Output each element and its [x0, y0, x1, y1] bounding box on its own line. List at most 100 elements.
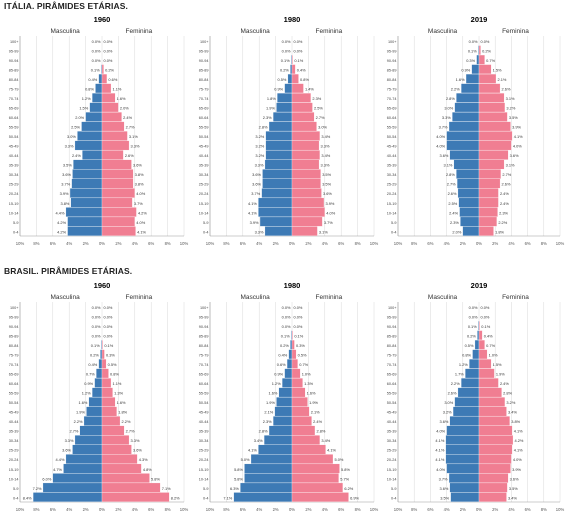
value-label-male: 3.2%	[255, 153, 264, 158]
age-group-label: 25-29	[199, 183, 209, 187]
value-label-female: 2.1%	[311, 410, 320, 415]
bar-female	[478, 64, 492, 75]
value-label-male: 1.2%	[82, 96, 91, 101]
bar-male	[81, 121, 103, 132]
value-label-female: 3.4%	[321, 153, 330, 158]
bar-male	[446, 140, 480, 151]
value-label-male: 0.1%	[91, 67, 100, 72]
age-group-label: 85-89	[199, 68, 209, 72]
value-label-female: 7.1%	[162, 486, 171, 491]
bar-female	[101, 159, 132, 170]
bar-female	[101, 64, 104, 75]
age-group-label: 70-74	[199, 363, 209, 367]
age-group-label: 10-14	[9, 477, 19, 481]
value-label-male: 6.0%	[42, 476, 51, 481]
value-label-female: 0.0%	[294, 305, 303, 310]
value-label-female: 0.0%	[294, 324, 303, 329]
value-label-male: 1.5%	[79, 106, 88, 111]
bar-female	[478, 444, 513, 455]
value-label-female: 1.6%	[307, 391, 316, 396]
value-label-male: 2.2%	[451, 381, 460, 386]
value-label-male: 0.1%	[91, 343, 100, 348]
value-label-male: 5.8%	[234, 467, 243, 472]
x-tick-label: 4%	[444, 507, 450, 512]
bar-male	[250, 454, 293, 464]
bar-male	[469, 359, 480, 369]
bar-male	[32, 492, 103, 502]
bar-male	[72, 444, 103, 455]
bar-male	[264, 159, 293, 170]
value-label-male: 0.3%	[466, 58, 475, 63]
legend-male-label: Masculina	[50, 28, 80, 35]
value-label-male: 4.0%	[436, 467, 445, 472]
x-tick-label: 6%	[427, 507, 433, 512]
x-tick-label: 4%	[132, 507, 138, 512]
age-group-label: 25-29	[9, 183, 19, 187]
value-label-female: 2.5%	[314, 106, 323, 111]
bar-male	[268, 425, 293, 436]
value-label-female: 2.4%	[313, 419, 322, 424]
bar-male	[276, 102, 293, 113]
x-tick-label: 8%	[355, 507, 361, 512]
x-tick-label: 10%	[16, 507, 25, 512]
age-group-label: 40-44	[199, 154, 209, 158]
age-group-label: 30-34	[9, 439, 19, 443]
bar-male	[98, 359, 103, 369]
age-group-label: 15-19	[387, 202, 397, 206]
value-label-male: 0.0%	[92, 333, 101, 338]
age-group-label: 30-34	[9, 173, 19, 177]
x-tick-label: 2%	[115, 507, 121, 512]
bar-female	[101, 197, 133, 208]
value-label-male: 4.2%	[57, 220, 66, 225]
age-group-label: 75-79	[199, 87, 209, 91]
age-group-label: 70-74	[9, 97, 19, 101]
value-label-female: 0.0%	[104, 314, 113, 319]
bar-male	[448, 121, 480, 132]
age-group-label: 85-89	[387, 68, 397, 72]
value-label-male: 3.6%	[439, 486, 448, 491]
bar-male	[457, 188, 480, 198]
value-label-male: 0.2%	[280, 343, 289, 348]
legend-male-label: Masculina	[50, 294, 80, 301]
value-label-female: 3.5%	[322, 182, 331, 187]
value-label-female: 3.3%	[321, 144, 330, 149]
age-group-label: 25-29	[387, 183, 397, 187]
value-label-female: 3.9%	[512, 467, 521, 472]
age-group-label: 100+	[200, 40, 209, 44]
bar-female	[101, 83, 112, 94]
value-label-male: 1.9%	[266, 106, 275, 111]
age-group-label: 5-9	[391, 487, 397, 491]
age-group-label: 85-89	[9, 68, 19, 72]
bar-female	[291, 216, 323, 227]
age-group-label: 0-4	[13, 230, 19, 234]
bar-female	[478, 207, 498, 217]
value-label-male: 4.4%	[56, 210, 65, 215]
age-group-label: 55-59	[199, 392, 209, 396]
bar-male	[458, 197, 480, 208]
bar-female	[291, 435, 321, 445]
age-group-label: 10-14	[9, 211, 19, 215]
age-group-label: 5-9	[391, 221, 397, 225]
value-label-male: 7.1%	[223, 495, 232, 500]
bar-male	[244, 473, 293, 483]
value-label-male: 1.2%	[82, 391, 91, 396]
bar-male	[74, 140, 103, 151]
bar-male	[448, 473, 480, 483]
x-tick-label: 2%	[273, 241, 279, 246]
x-tick-label: 10%	[16, 241, 25, 246]
legend-male-label: Masculina	[428, 294, 458, 301]
bar-female	[478, 45, 481, 55]
value-label-male: 0.0%	[282, 48, 291, 53]
x-tick-label: 8%	[411, 507, 417, 512]
x-tick-label: 2%	[115, 241, 121, 246]
bar-female	[101, 416, 121, 426]
x-tick-label: 4%	[66, 241, 72, 246]
bar-female	[291, 359, 298, 369]
value-label-male: 0.1%	[281, 58, 290, 63]
value-label-female: 2.8%	[316, 429, 325, 434]
x-tick-label: 4%	[256, 507, 262, 512]
bar-male	[450, 492, 480, 502]
age-group-label: 20-24	[9, 458, 19, 462]
x-tick-label: 8%	[165, 507, 171, 512]
bar-female	[478, 454, 512, 464]
